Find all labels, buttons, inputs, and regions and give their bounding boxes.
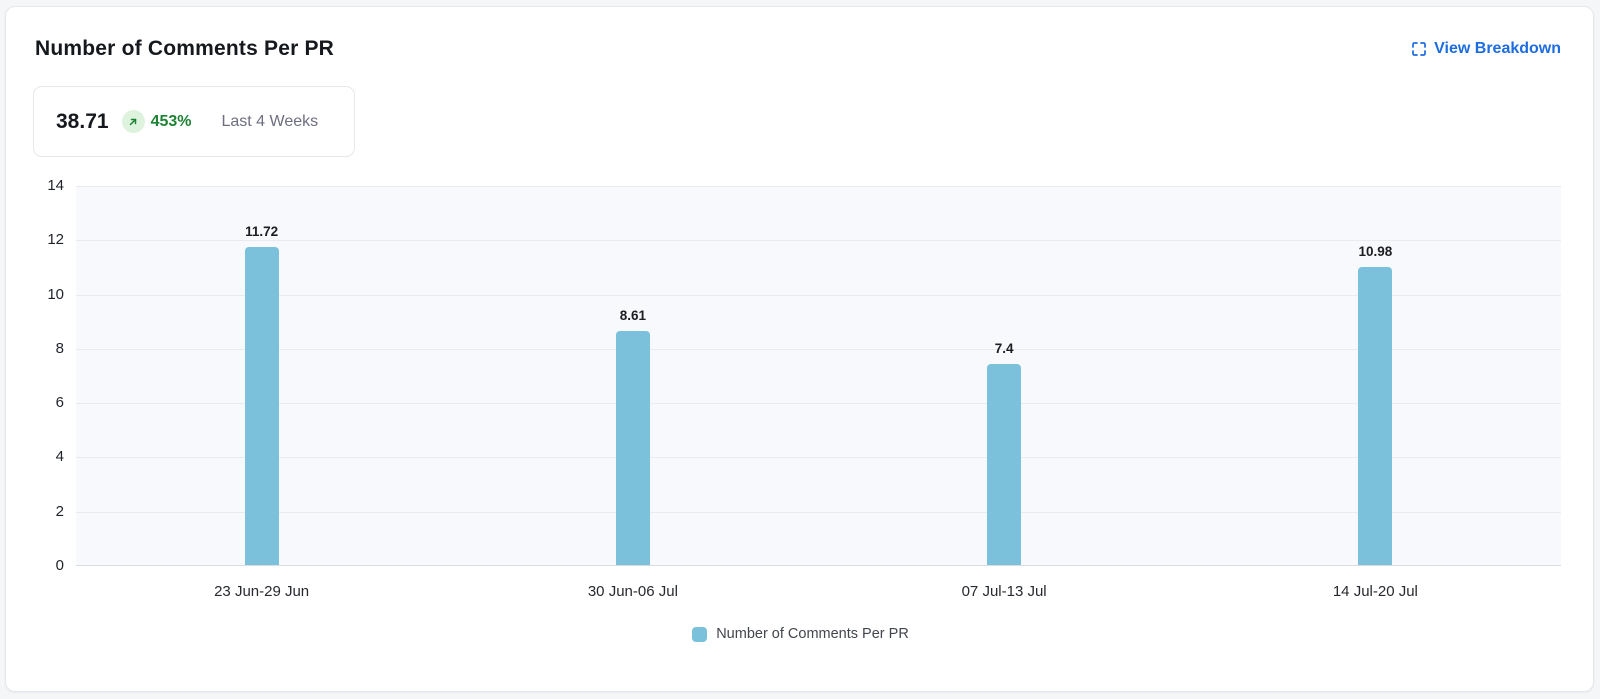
gridline <box>76 348 1561 350</box>
gridline <box>76 294 1561 296</box>
trend-percentage: 453% <box>150 112 192 130</box>
bar[interactable] <box>244 246 279 565</box>
bar-value-label: 10.98 <box>1358 243 1393 259</box>
legend-label[interactable]: Number of Comments Per PR <box>716 626 909 642</box>
arrow-up-right-icon <box>121 110 145 133</box>
y-axis-tick-label: 8 <box>55 339 64 357</box>
legend-swatch-icon[interactable] <box>692 626 708 642</box>
stat-period-label: Last 4 Weeks <box>221 112 319 130</box>
card-header: Number of Comments Per PR View Breakdown <box>35 37 1561 61</box>
y-axis-tick-label: 4 <box>55 448 64 466</box>
x-axis-category-label: 23 Jun-29 Jun <box>214 583 310 600</box>
bar-chart: 0 2 4 6 8 10 12 14 11.72 23 Jun-29 Jun 8.61 30 Jun… <box>6 7 1595 693</box>
gridline <box>76 403 1561 405</box>
bar-value-label: 8.61 <box>619 308 647 324</box>
x-axis-category-label: 07 Jul-13 Jul <box>961 583 1047 600</box>
bar[interactable] <box>987 364 1022 565</box>
y-axis-tick-label: 0 <box>55 557 64 574</box>
y-axis-tick-label: 10 <box>47 285 64 303</box>
stat-value: 38.71 <box>56 109 109 133</box>
bar[interactable] <box>1358 266 1393 565</box>
expand-icon <box>1411 41 1427 57</box>
gridline <box>76 240 1561 242</box>
plot-area <box>76 186 1561 566</box>
chart-legend: Number of Comments Per PR <box>6 626 1595 642</box>
x-axis-category-label: 30 Jun-06 Jul <box>587 583 678 600</box>
y-axis-tick-label: 12 <box>47 231 64 249</box>
y-axis-tick-label: 6 <box>55 394 64 412</box>
gridline <box>76 511 1561 513</box>
bar-value-label: 11.72 <box>245 223 279 239</box>
y-axis-tick-label: 2 <box>55 502 64 520</box>
gridline <box>76 186 1561 187</box>
view-breakdown-label: View Breakdown <box>1434 40 1561 57</box>
y-axis-tick-label: 14 <box>47 177 64 194</box>
page-title: Number of Comments Per PR <box>35 37 335 60</box>
summary-stat-card: 38.71 453% Last 4 Weeks <box>33 86 355 157</box>
x-axis-category-label: 14 Jul-20 Jul <box>1332 583 1418 600</box>
metric-card: Number of Comments Per PR View Breakdown… <box>5 6 1594 692</box>
view-breakdown-link[interactable]: View Breakdown <box>1411 40 1561 58</box>
bar[interactable] <box>615 331 650 565</box>
gridline <box>76 457 1561 459</box>
bar-value-label: 7.4 <box>994 341 1014 357</box>
